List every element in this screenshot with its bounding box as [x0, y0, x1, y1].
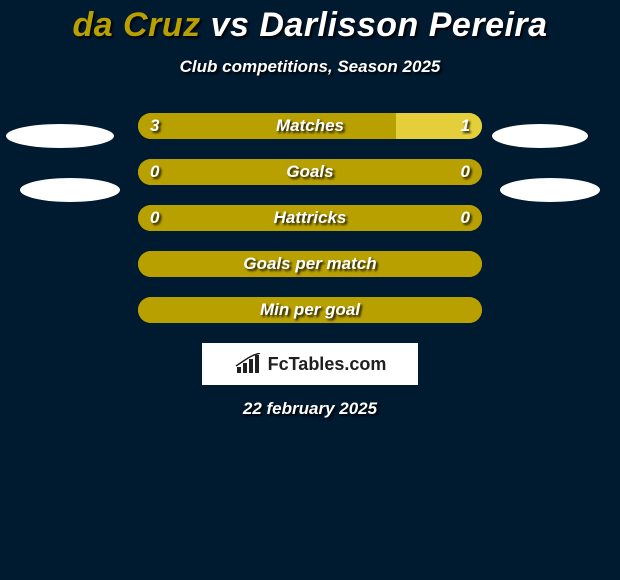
decorative-oval: [500, 178, 600, 202]
player1-name: da Cruz: [72, 6, 200, 44]
bar-chart-icon: [234, 353, 262, 375]
bar-track: [138, 297, 482, 323]
footer-date: 22 february 2025: [0, 399, 620, 419]
vs-text: vs: [211, 6, 250, 44]
bar-track: [138, 113, 482, 139]
stat-row: Min per goal: [0, 297, 620, 323]
bar-left: [138, 251, 482, 277]
brand-box: FcTables.com: [202, 343, 418, 385]
brand-text: FcTables.com: [268, 354, 387, 375]
player2-name: Darlisson Pereira: [259, 6, 547, 44]
bar-right: [396, 113, 482, 139]
decorative-oval: [6, 124, 114, 148]
comparison-title: da Cruz vs Darlisson Pereira: [0, 0, 620, 45]
bar-left: [138, 113, 396, 139]
bar-track: [138, 159, 482, 185]
decorative-oval: [20, 178, 120, 202]
bar-left: [138, 205, 482, 231]
bar-left: [138, 297, 482, 323]
bar-left: [138, 159, 482, 185]
stat-row: Hattricks00: [0, 205, 620, 231]
stat-row: Goals per match: [0, 251, 620, 277]
subtitle: Club competitions, Season 2025: [0, 57, 620, 77]
decorative-oval: [492, 124, 588, 148]
bar-track: [138, 205, 482, 231]
bar-track: [138, 251, 482, 277]
